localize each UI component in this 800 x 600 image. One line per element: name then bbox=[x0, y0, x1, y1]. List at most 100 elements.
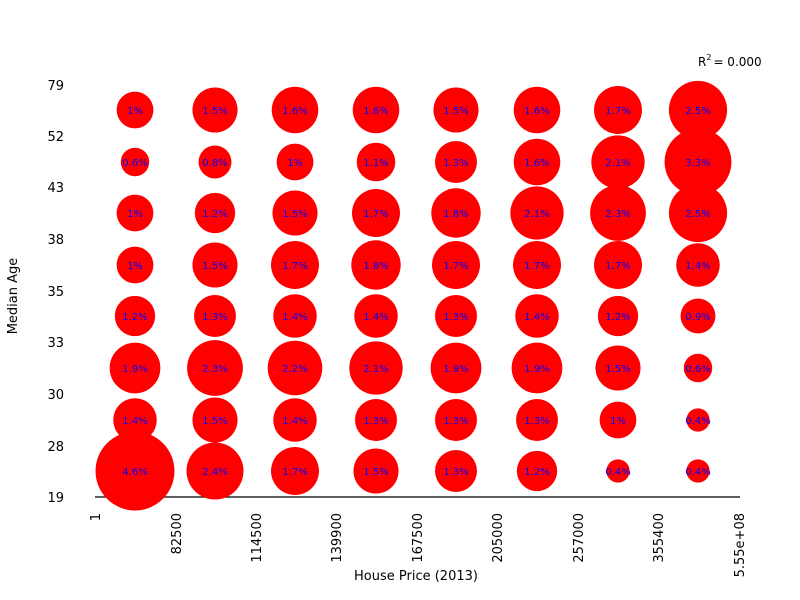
bubble-label: 2.1% bbox=[605, 158, 630, 169]
bubble bbox=[271, 241, 319, 289]
x-tick-label: 82500 bbox=[170, 513, 185, 554]
bubble-label: 1.3% bbox=[202, 312, 227, 323]
bubble bbox=[433, 87, 479, 133]
bubble-label: 0.9% bbox=[685, 312, 710, 323]
bubble-label: 2.5% bbox=[685, 106, 710, 117]
bubble-label: 1.7% bbox=[282, 261, 307, 272]
bubble-label: 2.3% bbox=[202, 364, 227, 375]
bubble bbox=[594, 241, 642, 289]
bubble-label: 2.2% bbox=[282, 364, 307, 375]
bubble bbox=[194, 295, 236, 337]
x-tick-label: 114500 bbox=[250, 513, 265, 563]
bubble bbox=[430, 342, 482, 394]
bubble-label: 1.5% bbox=[282, 209, 307, 220]
bubble bbox=[668, 80, 728, 140]
y-tick-label: 30 bbox=[47, 388, 64, 403]
bubble-label: 2.1% bbox=[363, 364, 388, 375]
bubble bbox=[686, 459, 710, 483]
bubble bbox=[116, 91, 154, 129]
bubble-label: 1.4% bbox=[122, 416, 147, 427]
bubble-label: 3.3% bbox=[685, 158, 710, 169]
bubble bbox=[686, 408, 710, 432]
bubble bbox=[352, 86, 400, 134]
bubble bbox=[355, 399, 397, 441]
bubble bbox=[192, 397, 238, 443]
bubble bbox=[192, 87, 238, 133]
bubble bbox=[435, 141, 477, 183]
bubble-label: 1.5% bbox=[443, 106, 468, 117]
bubble-label: 1.5% bbox=[202, 416, 227, 427]
bubble-labels-layer: 4.6% 2.4% 1.7% 1.5% 1.3% 1.2% 0.4% 0.4% 1.4% 1.5%… bbox=[122, 106, 710, 478]
bubble-label: 1.5% bbox=[202, 106, 227, 117]
bubble-label: 1.6% bbox=[282, 106, 307, 117]
bubble-label: 1.2% bbox=[524, 467, 549, 478]
bubble-label: 0.8% bbox=[202, 158, 227, 169]
bubble bbox=[271, 447, 319, 495]
x-tick-label: 355400 bbox=[652, 513, 667, 563]
bubble-label: 4.6% bbox=[122, 467, 147, 478]
bubble bbox=[349, 341, 403, 395]
x-axis-title: House Price (2013) bbox=[354, 569, 478, 584]
bubble-label: 1.2% bbox=[605, 312, 630, 323]
bubble-label: 1.9% bbox=[524, 364, 549, 375]
x-tick-labels: 1 82500 114500 139900 167500 205000 257000 3554… bbox=[89, 513, 748, 577]
bubble bbox=[513, 138, 561, 186]
bubble bbox=[267, 340, 323, 396]
bubble-label: 1.7% bbox=[605, 261, 630, 272]
bubble bbox=[271, 86, 319, 134]
bubble bbox=[352, 189, 400, 237]
bubble-label: 2.1% bbox=[524, 209, 549, 220]
bubble-label: 0.6% bbox=[685, 364, 710, 375]
bubble bbox=[194, 192, 236, 234]
y-tick-labels: 19 28 30 33 35 38 43 52 79 bbox=[47, 79, 64, 506]
bubble bbox=[513, 241, 561, 289]
bubble-label: 2.4% bbox=[202, 467, 227, 478]
bubble-label: 1.9% bbox=[443, 364, 468, 375]
bubble-label: 1.3% bbox=[443, 158, 468, 169]
bubble-label: 1.7% bbox=[363, 209, 388, 220]
bubble bbox=[591, 135, 645, 189]
bubble bbox=[187, 340, 243, 396]
bubble bbox=[606, 459, 630, 483]
bubble bbox=[516, 450, 558, 492]
bubble bbox=[676, 243, 720, 287]
bubble-label: 1% bbox=[610, 416, 626, 427]
x-tick-label: 5.55e+08 bbox=[733, 513, 748, 577]
bubble bbox=[510, 186, 564, 240]
y-axis-title: Median Age bbox=[6, 258, 21, 335]
bubble bbox=[664, 128, 732, 196]
bubble-label: 0.4% bbox=[605, 467, 630, 478]
bubble bbox=[116, 194, 154, 232]
bubble-label: 1.6% bbox=[363, 106, 388, 117]
x-tick-label: 257000 bbox=[572, 513, 587, 563]
bubble bbox=[597, 295, 639, 337]
bubble-label: 1.3% bbox=[524, 416, 549, 427]
x-tick-label: 205000 bbox=[491, 513, 506, 563]
x-tick-label: 167500 bbox=[411, 513, 426, 563]
bubble-label: 1.7% bbox=[524, 261, 549, 272]
bubble bbox=[273, 294, 317, 338]
bubble bbox=[276, 143, 314, 181]
bubble-label: 1% bbox=[127, 106, 143, 117]
bubble-label: 1% bbox=[127, 209, 143, 220]
bubble bbox=[109, 342, 161, 394]
x-tick-label: 1 bbox=[89, 513, 104, 521]
y-tick-label: 79 bbox=[47, 79, 64, 94]
bubble-label: 1.4% bbox=[524, 312, 549, 323]
bubble bbox=[356, 142, 396, 182]
bubble-label: 0.6% bbox=[122, 158, 147, 169]
bubbles-layer bbox=[95, 80, 732, 511]
bubble-label: 1.4% bbox=[282, 312, 307, 323]
bubble bbox=[272, 190, 318, 236]
bubble-label: 1.8% bbox=[363, 261, 388, 272]
bubble-label: 1.1% bbox=[363, 158, 388, 169]
bubble-label: 2.5% bbox=[685, 209, 710, 220]
bubble bbox=[186, 442, 244, 500]
y-tick-label: 33 bbox=[47, 336, 64, 351]
bubble bbox=[683, 353, 713, 383]
bubble bbox=[114, 295, 156, 337]
bubble bbox=[192, 242, 238, 288]
bubble-label: 1.8% bbox=[443, 209, 468, 220]
bubble bbox=[353, 448, 399, 494]
